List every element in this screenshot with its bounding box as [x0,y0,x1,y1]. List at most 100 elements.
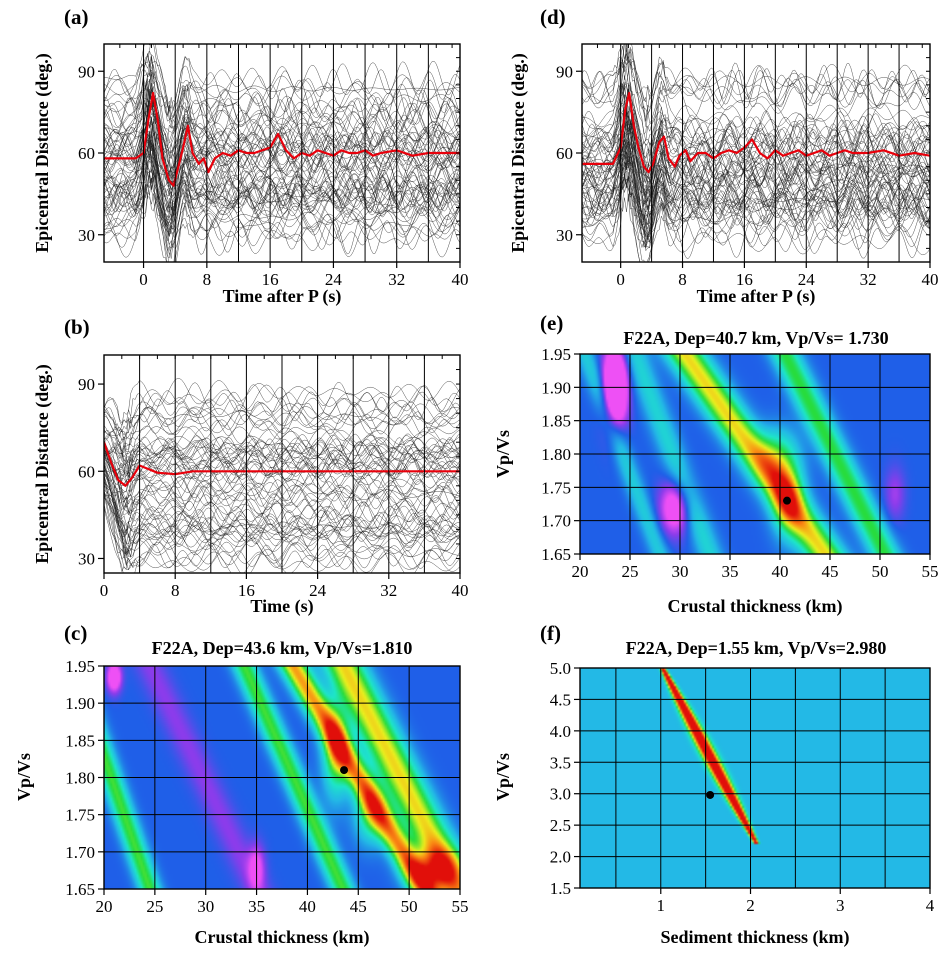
panel-d-ylabel: Epicentral Distance (deg.) [508,53,529,252]
trace-line [104,91,460,170]
trace-line [582,106,930,178]
trace-line [582,167,930,232]
trace-line [104,170,460,262]
panel-c-title: F22A, Dep=43.6 km, Vp/Vs=1.810 [152,638,413,658]
trace-line [104,44,460,121]
panel-e-xlabel: Crustal thickness (km) [667,596,842,617]
panel-c-ticks: 20 25 30 35 40 45 50 55 1.65 1.70 1.75 1.80 1.85 1.90… [65,657,468,916]
x-tick-label: 0 [139,270,148,289]
trace-line [104,97,460,196]
x-tick-label: 40 [299,897,316,916]
panel-c-grid [104,666,460,889]
trace-line [104,71,460,135]
x-tick-label: 40 [772,562,789,581]
y-tick-label: 5.0 [550,659,571,678]
trace-line [104,50,460,119]
panel-e-best-fit-point [783,496,791,505]
x-tick-label: 3 [836,896,845,915]
panel-b-xlabel: Time (s) [250,596,313,617]
trace-line [104,56,460,144]
x-tick-label: 16 [238,581,255,600]
trace-line [582,139,930,221]
y-tick-label: 30 [78,549,95,568]
panel-b-label: (b) [64,315,90,339]
trace-line [104,69,460,123]
trace-line [582,108,930,206]
trace-line [582,160,930,237]
y-tick-label: 4.5 [550,690,571,709]
panel-a-xlabel: Time after P (s) [223,286,342,307]
trace-line [104,146,460,249]
panel-e-grid [580,354,930,554]
x-tick-label: 2 [746,896,755,915]
trace-line [582,179,930,262]
trace-line [104,144,460,223]
panel-a-label: (a) [64,5,89,29]
trace-line [104,95,460,180]
x-tick-label: 30 [197,897,214,916]
x-tick-label: 50 [872,562,889,581]
x-tick-label: 50 [401,897,418,916]
trace-line [104,177,460,256]
trace-line [582,120,930,191]
trace-line [582,53,930,124]
stacked-trace-line [104,441,460,487]
x-tick-label: 24 [798,270,816,289]
trace-line [582,132,930,202]
x-tick-label: 55 [452,897,469,916]
trace-line [582,56,930,128]
panel-d-ticks: 0 8 16 24 32 40 30 60 90 [556,43,939,289]
panel-b: (b) 0 8 16 24 32 40 30 60 90 Time (s) Epicentral… [32,315,469,617]
x-tick-label: 35 [722,562,739,581]
panel-f-ticks: 1 2 3 4 1.5 2.0 2.5 3.0 3.5 4.0 4.5 5.0 [550,659,935,915]
y-tick-label: 4.0 [550,722,571,741]
trace-line [582,83,930,177]
panel-e-title: F22A, Dep=40.7 km, Vp/Vs= 1.730 [623,328,888,348]
x-tick-label: 0 [100,581,109,600]
trace-line [582,115,930,185]
panel-d: (d) 0 8 16 24 32 40 30 60 90 Time after P (s) Ep… [508,5,939,307]
y-tick-label: 3.0 [550,785,571,804]
trace-line [104,154,460,218]
trace-line [104,86,460,173]
panel-d-traces [582,44,930,262]
x-tick-label: 4 [926,896,935,915]
x-tick-label: 55 [922,562,939,581]
x-tick-label: 30 [672,562,689,581]
x-tick-label: 25 [622,562,639,581]
y-tick-label: 1.70 [65,843,95,862]
panel-f-ylabel: Vp/Vs [493,753,513,801]
trace-line [104,191,460,262]
x-tick-label: 40 [922,270,939,289]
y-tick-label: 1.90 [541,378,571,397]
trace-line [104,177,460,262]
panel-e-label: (e) [540,311,563,335]
trace-line [104,44,460,112]
y-tick-label: 1.65 [65,880,95,899]
trace-line [582,71,930,171]
panel-a: (a) 0 8 16 24 32 40 30 60 90 Time after P (s) Ep… [32,5,469,307]
x-tick-label: 32 [380,581,397,600]
panel-f-grid [580,668,930,888]
panel-b-ticks: 0 8 16 24 32 40 30 60 90 [78,354,469,600]
x-tick-label: 8 [203,270,212,289]
x-tick-label: 24 [325,270,343,289]
trace-line [104,134,460,210]
panel-c: (c) F22A, Dep=43.6 km, Vp/Vs=1.810 20 25 3… [14,621,469,948]
x-tick-label: 16 [736,270,753,289]
panel-a-ylabel: Epicentral Distance (deg.) [32,53,53,252]
trace-line [582,150,930,205]
trace-line [104,62,460,131]
x-tick-label: 8 [171,581,180,600]
y-tick-label: 1.75 [541,478,571,497]
panel-b-ylabel: Epicentral Distance (deg.) [32,364,53,563]
y-tick-label: 1.90 [65,694,95,713]
panel-f-best-fit-point [706,790,715,799]
x-tick-label: 32 [388,270,405,289]
y-tick-label: 60 [78,462,95,481]
y-tick-label: 1.65 [541,545,571,564]
y-tick-label: 90 [556,62,573,81]
panel-f-label: (f) [540,621,561,645]
trace-line [582,121,930,211]
